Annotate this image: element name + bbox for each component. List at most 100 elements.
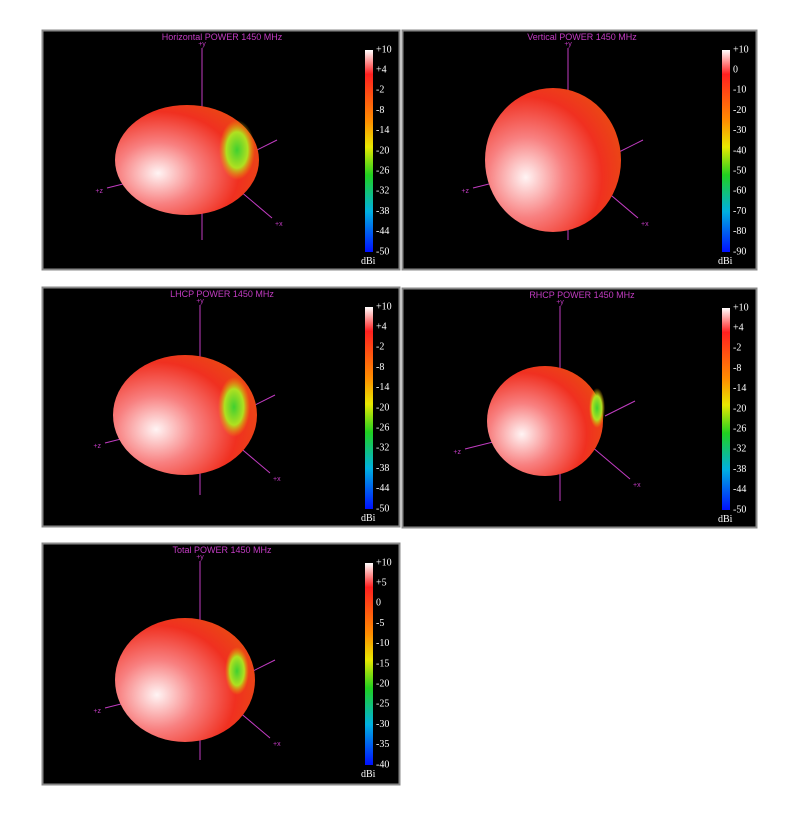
colorbar-label: +10 — [376, 557, 392, 568]
axis-label: +y — [198, 41, 206, 48]
colorbar-label: -15 — [376, 658, 389, 669]
colorbar-label: -32 — [376, 443, 389, 454]
colorbar-label: -2 — [376, 342, 384, 353]
panel: LHCP POWER 1450 MHz+y +z +x +10 +4 -2 -8 -14 -20… — [41, 286, 401, 528]
panel-title: RHCP POWER 1450 MHz — [529, 290, 635, 300]
colorbar-label: -70 — [733, 206, 746, 217]
colorbar-label: -35 — [376, 739, 389, 750]
colorbar-label: -50 — [376, 246, 389, 257]
colorbar-label: +10 — [733, 44, 749, 55]
axis-label: +x — [273, 741, 281, 748]
axis-line — [604, 400, 636, 417]
panel-title: LHCP POWER 1450 MHz — [170, 289, 274, 299]
colorbar-label: -32 — [376, 186, 389, 197]
colorbar — [365, 50, 373, 252]
axis-label: +z — [95, 188, 103, 195]
colorbar-label: -32 — [733, 444, 746, 455]
colorbar-label: -50 — [376, 503, 389, 514]
radiation-lobe — [219, 120, 255, 180]
colorbar-unit: dBi — [718, 514, 733, 525]
axis-label: +y — [564, 41, 572, 48]
colorbar-label: -25 — [376, 699, 389, 710]
colorbar-label: -8 — [733, 363, 741, 374]
colorbar-label: -26 — [376, 165, 389, 176]
radiation-lobe — [225, 647, 249, 695]
colorbar-label: -14 — [733, 383, 746, 394]
colorbar — [365, 307, 373, 509]
colorbar-label: -50 — [733, 165, 746, 176]
axis-label: +x — [273, 476, 281, 483]
colorbar-label: -26 — [376, 422, 389, 433]
radiation-pattern — [113, 355, 257, 475]
colorbar-label: +10 — [733, 302, 749, 313]
axis-label: +z — [93, 708, 101, 715]
axis-label: +x — [633, 482, 641, 489]
axis-label: +x — [275, 221, 283, 228]
colorbar-label: 0 — [376, 598, 381, 609]
panel: Vertical POWER 1450 MHz+y +z +x +10 0 -10 -20 -… — [401, 29, 758, 271]
colorbar — [722, 308, 730, 510]
colorbar-label: -44 — [376, 226, 389, 237]
colorbar — [365, 563, 373, 765]
colorbar-label: -10 — [733, 85, 746, 96]
colorbar-label: -20 — [376, 678, 389, 689]
colorbar-label: -14 — [376, 382, 389, 393]
colorbar-label: 0 — [733, 64, 738, 75]
axis-label: +y — [556, 299, 564, 306]
colorbar-label: -60 — [733, 186, 746, 197]
colorbar-label: -26 — [733, 423, 746, 434]
panel: Total POWER 1450 MHz+y +z +x +10 +5 0 -5 -10 -15… — [41, 542, 401, 786]
colorbar-label: -38 — [376, 206, 389, 217]
colorbar-label: -2 — [733, 343, 741, 354]
colorbar-label: -8 — [376, 105, 384, 116]
radiation-lobe — [218, 377, 250, 437]
colorbar-label: -38 — [733, 464, 746, 475]
axis-label: +y — [196, 298, 204, 305]
colorbar-label: -40 — [733, 145, 746, 156]
colorbar-label: -2 — [376, 85, 384, 96]
colorbar-label: -40 — [376, 759, 389, 770]
colorbar-label: +10 — [376, 301, 392, 312]
radiation-pattern — [487, 366, 603, 476]
panel: Horizontal POWER 1450 MHz+y +z +x +10 +4 -2 -8… — [41, 29, 401, 271]
axis-label: +x — [641, 221, 649, 228]
axis-label: +z — [93, 443, 101, 450]
colorbar-label: -30 — [733, 125, 746, 136]
colorbar-label: -30 — [376, 719, 389, 730]
panel-title: Total POWER 1450 MHz — [172, 545, 272, 555]
axis-label: +z — [461, 188, 469, 195]
colorbar-label: -20 — [376, 145, 389, 156]
colorbar-label: -14 — [376, 125, 389, 136]
axis-label: +y — [196, 554, 204, 561]
axis-label: +z — [453, 449, 461, 456]
colorbar-label: -80 — [733, 226, 746, 237]
colorbar-unit: dBi — [361, 513, 376, 524]
colorbar-label: +4 — [733, 322, 744, 333]
colorbar-label: -44 — [733, 484, 746, 495]
colorbar-label: +10 — [376, 44, 392, 55]
colorbar-label: -10 — [376, 638, 389, 649]
colorbar-label: +5 — [376, 577, 387, 588]
colorbar-label: -20 — [733, 403, 746, 414]
colorbar-label: -50 — [733, 504, 746, 515]
colorbar-label: -20 — [376, 402, 389, 413]
panel-title: Horizontal POWER 1450 MHz — [162, 32, 283, 42]
colorbar-unit: dBi — [361, 769, 376, 780]
colorbar-label: -38 — [376, 463, 389, 474]
colorbar-label: -20 — [733, 105, 746, 116]
colorbar-label: -44 — [376, 483, 389, 494]
radiation-pattern — [485, 88, 621, 232]
panel: RHCP POWER 1450 MHz+y +z +x +10 +4 -2 -8 -14 -20… — [401, 287, 758, 529]
colorbar-label: +4 — [376, 321, 387, 332]
colorbar — [722, 50, 730, 252]
panel-title: Vertical POWER 1450 MHz — [527, 32, 637, 42]
colorbar-label: -5 — [376, 618, 384, 629]
colorbar-label: -90 — [733, 246, 746, 257]
radiation-pattern — [115, 618, 255, 742]
radiation-lobe — [589, 388, 605, 428]
colorbar-label: +4 — [376, 64, 387, 75]
colorbar-unit: dBi — [361, 256, 376, 267]
colorbar-label: -8 — [376, 362, 384, 373]
colorbar-unit: dBi — [718, 256, 733, 267]
